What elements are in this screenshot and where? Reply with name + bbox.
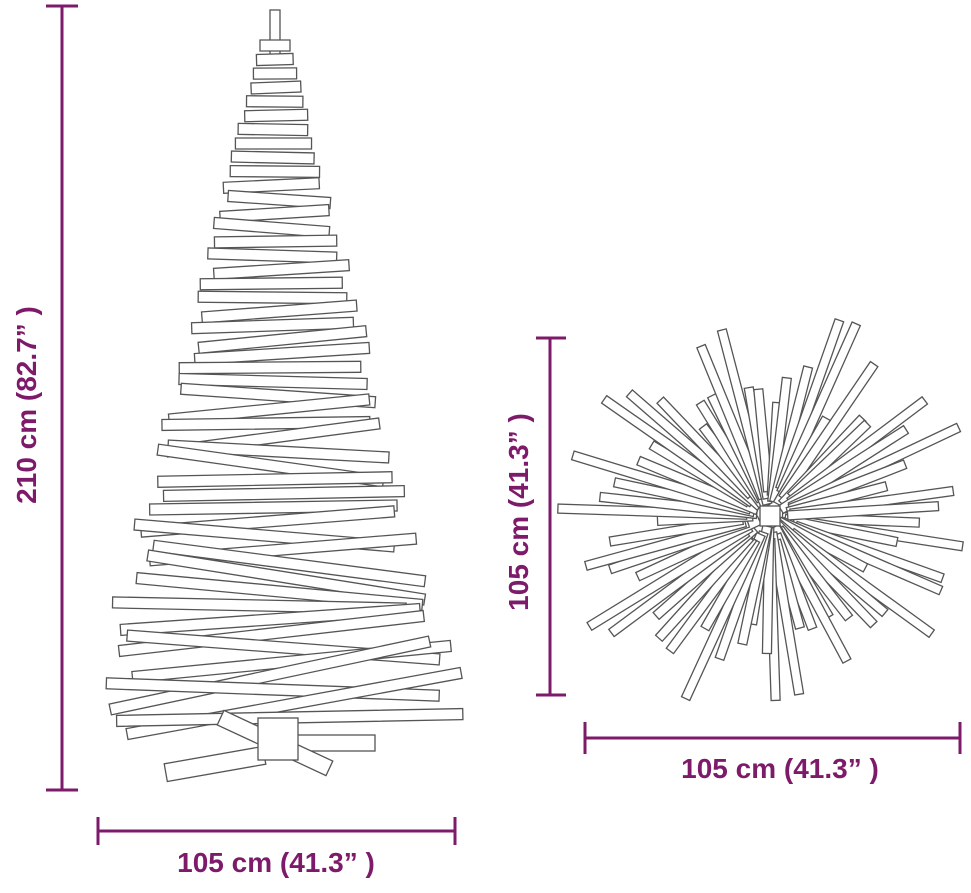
plank — [229, 164, 321, 179]
plank — [227, 189, 332, 210]
plank — [222, 177, 321, 194]
height-dimension: 210 cm (82.7” ) — [11, 4, 78, 792]
plank — [190, 316, 355, 335]
width-label: 105 cm (41.3” ) — [177, 847, 375, 878]
plank — [157, 471, 393, 488]
plank — [146, 549, 427, 606]
plank — [219, 203, 330, 224]
plank — [257, 717, 299, 761]
plank — [199, 276, 343, 291]
width-dimension: 105 cm (41.3” ) — [96, 817, 457, 878]
height-label: 210 cm (82.7” ) — [11, 306, 42, 504]
top-height-dimension: 105 cm (41.3” ) — [503, 336, 566, 697]
top-width-dimension: 105 cm (41.3” ) — [583, 722, 962, 784]
plank — [665, 534, 758, 655]
plank — [212, 216, 331, 239]
plank — [230, 150, 315, 165]
plank — [152, 539, 427, 588]
plank — [108, 635, 432, 716]
plank — [200, 299, 358, 324]
plank — [197, 324, 368, 355]
plank — [680, 531, 766, 702]
top-height-label: 105 cm (41.3” ) — [503, 413, 534, 611]
plank — [119, 602, 421, 637]
plank — [197, 290, 348, 305]
plank — [178, 360, 362, 375]
plank — [259, 39, 291, 52]
plank — [786, 500, 940, 521]
plank — [255, 52, 294, 67]
plank — [162, 484, 406, 503]
plank — [245, 95, 304, 108]
plank — [234, 137, 313, 150]
plank — [243, 108, 309, 123]
plank — [777, 424, 910, 515]
plank — [759, 505, 781, 527]
plank — [213, 234, 338, 249]
plank — [269, 9, 281, 61]
plank — [250, 80, 302, 95]
plank — [163, 745, 267, 783]
plank — [135, 571, 424, 612]
plank — [193, 341, 371, 366]
plank — [207, 247, 338, 264]
plank — [252, 67, 298, 80]
top-width-label: 105 cm (41.3” ) — [681, 753, 879, 784]
plank — [178, 372, 368, 391]
tree-top-view — [557, 317, 964, 702]
plank — [212, 258, 351, 281]
plank — [237, 122, 309, 137]
tree-front-view — [105, 9, 464, 783]
